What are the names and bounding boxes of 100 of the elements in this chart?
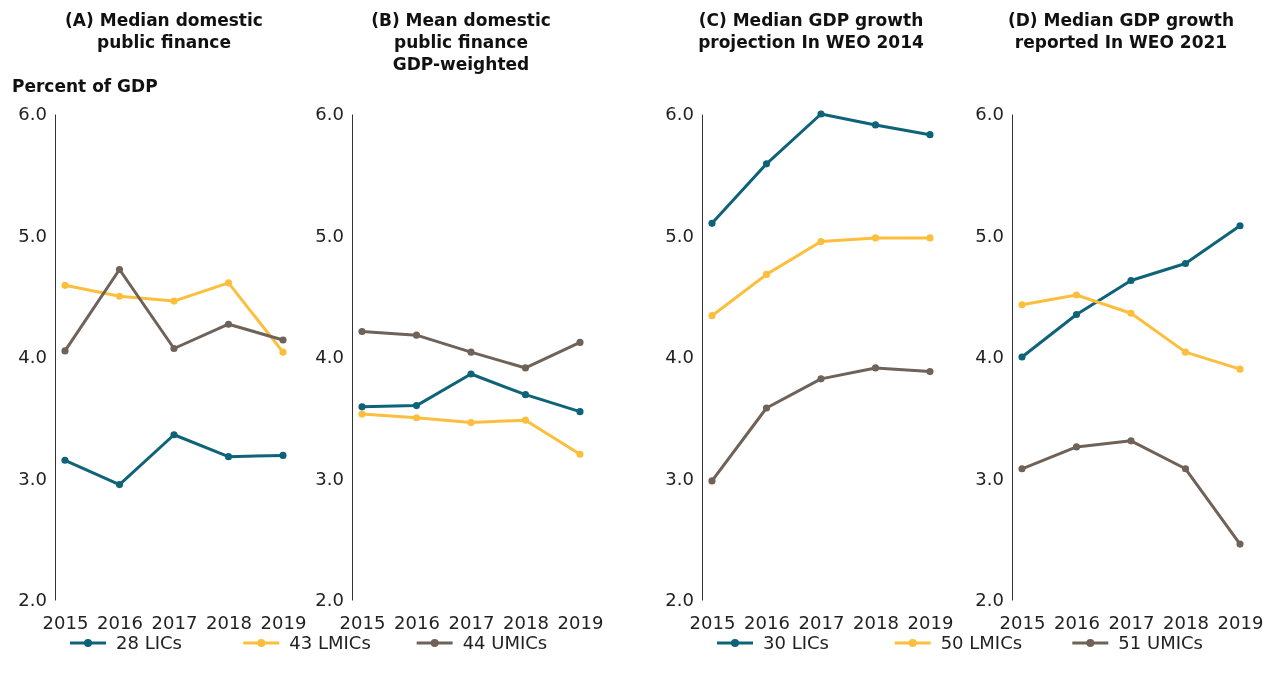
x-tick-label: 2018 xyxy=(853,611,899,633)
y-tick-label: 2.0 xyxy=(18,589,47,611)
y-tick-label: 5.0 xyxy=(975,224,1004,246)
x-tick-label: 2017 xyxy=(798,611,845,633)
y-tick-label: 4.0 xyxy=(665,346,694,368)
point xyxy=(224,453,233,461)
point xyxy=(1236,365,1244,373)
y-tick-label: 4.0 xyxy=(18,346,47,368)
point xyxy=(576,450,584,458)
x-tick-label: 2019 xyxy=(260,611,307,633)
point xyxy=(1236,222,1244,230)
point xyxy=(762,404,771,412)
point xyxy=(61,281,69,289)
point xyxy=(1018,465,1026,473)
y-axis-title: Percent of GDP xyxy=(12,76,158,96)
point xyxy=(412,414,421,422)
point xyxy=(1072,443,1081,451)
point xyxy=(926,131,934,139)
point xyxy=(115,292,124,300)
point xyxy=(817,110,825,118)
x-tick-label: 2019 xyxy=(557,611,604,633)
y-tick-label: 2.0 xyxy=(665,589,694,611)
y-tick-label: 6.0 xyxy=(975,103,1004,125)
point xyxy=(279,348,287,356)
point xyxy=(926,234,934,242)
point xyxy=(61,347,69,355)
legend-label: 28 LICs xyxy=(116,632,182,653)
point xyxy=(1072,310,1081,319)
point xyxy=(115,265,124,274)
point xyxy=(170,431,178,439)
x-tick-label: 2016 xyxy=(394,611,440,633)
point xyxy=(279,451,287,459)
point xyxy=(762,270,771,278)
point xyxy=(708,477,716,485)
y-tick-label: 3.0 xyxy=(18,467,47,489)
x-tick-label: 2016 xyxy=(1054,611,1100,633)
chart-title: (A) Median domestic public finance xyxy=(65,10,263,52)
point xyxy=(412,402,421,410)
point xyxy=(467,419,475,427)
chart-title: (C) Median GDP growth projection In WEO 2014 xyxy=(698,10,925,52)
point xyxy=(1127,309,1135,317)
point xyxy=(1127,437,1135,445)
x-tick-label: 2015 xyxy=(339,611,386,633)
y-tick-label: 5.0 xyxy=(18,224,47,246)
chart-title: (D) Median GDP growth reported In WEO 2021 xyxy=(1007,10,1235,52)
y-tick-label: 3.0 xyxy=(665,467,694,489)
point xyxy=(358,403,366,411)
point xyxy=(412,331,421,339)
point xyxy=(170,344,178,353)
legend-label: 50 LMICs xyxy=(940,632,1023,653)
point xyxy=(279,336,287,344)
x-tick-label: 2018 xyxy=(1163,611,1209,633)
y-tick-label: 6.0 xyxy=(18,103,47,125)
point xyxy=(1236,540,1244,548)
y-tick-label: 5.0 xyxy=(315,224,344,246)
point xyxy=(576,408,584,416)
y-tick-label: 2.0 xyxy=(315,589,344,611)
point xyxy=(115,481,124,489)
x-tick-label: 2017 xyxy=(151,611,198,633)
point xyxy=(1127,276,1135,285)
x-tick-label: 2017 xyxy=(448,611,495,633)
point xyxy=(817,375,825,383)
point xyxy=(708,312,716,320)
point xyxy=(1181,259,1190,268)
x-tick-label: 2017 xyxy=(1108,611,1155,633)
y-tick-label: 6.0 xyxy=(315,103,344,125)
point xyxy=(521,391,530,399)
y-tick-label: 5.0 xyxy=(665,224,694,246)
point xyxy=(170,297,178,305)
y-tick-label: 3.0 xyxy=(315,467,344,489)
legend-label: 51 UMICs xyxy=(1118,632,1203,653)
point xyxy=(1072,291,1081,299)
point xyxy=(576,338,584,346)
x-tick-label: 2019 xyxy=(907,611,954,633)
point xyxy=(762,160,771,168)
point xyxy=(1018,301,1026,309)
legend-label: 43 LMICs xyxy=(289,632,371,653)
y-tick-label: 2.0 xyxy=(975,589,1004,611)
point xyxy=(467,348,475,356)
chart-title: (B) Mean domestic public finance GDP-weighted xyxy=(371,10,551,74)
point xyxy=(1181,348,1190,356)
point xyxy=(467,370,475,378)
point xyxy=(871,234,880,242)
point xyxy=(61,456,69,464)
x-tick-label: 2018 xyxy=(503,611,549,633)
point xyxy=(871,364,880,372)
point xyxy=(521,416,530,424)
y-tick-label: 6.0 xyxy=(665,103,694,125)
point xyxy=(224,320,233,328)
point xyxy=(358,410,366,418)
y-tick-label: 3.0 xyxy=(975,467,1004,489)
point xyxy=(1018,353,1026,361)
x-tick-label: 2015 xyxy=(999,611,1046,633)
point xyxy=(817,238,825,246)
point xyxy=(358,327,366,336)
x-tick-label: 2016 xyxy=(97,611,143,633)
legend-label: 44 UMICs xyxy=(462,632,548,653)
point xyxy=(521,364,530,372)
x-tick-label: 2015 xyxy=(689,611,736,633)
point xyxy=(224,279,233,287)
